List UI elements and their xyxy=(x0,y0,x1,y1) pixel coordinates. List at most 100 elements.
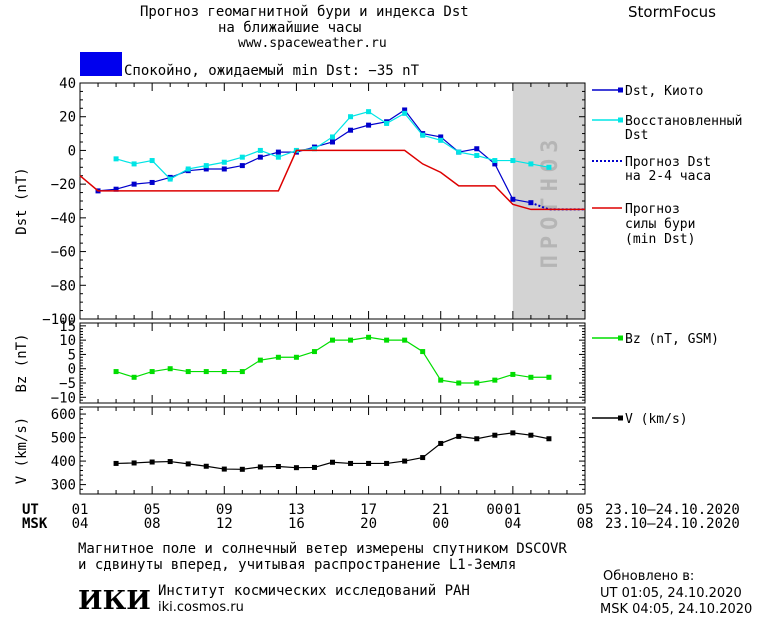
data-point xyxy=(366,334,372,340)
y-tick-label: 15 xyxy=(59,319,76,335)
data-point xyxy=(239,154,245,160)
data-point xyxy=(149,179,155,185)
data-point xyxy=(528,432,534,438)
x-tick-label-msk: 04 xyxy=(72,516,89,532)
y-tick-label: 10 xyxy=(59,333,76,349)
data-point xyxy=(239,369,245,375)
x-tick-label-msk: 04 xyxy=(504,516,521,532)
legend-v: V (km/s) xyxy=(625,412,688,427)
data-point xyxy=(474,436,480,442)
legend-marker xyxy=(618,87,623,93)
data-point xyxy=(113,156,119,162)
institute-name: Институт космических исследований РАН xyxy=(158,583,470,599)
y-tick-label: 600 xyxy=(51,407,76,423)
x-tick-label-msk: 20 xyxy=(360,516,377,532)
data-point xyxy=(257,147,263,153)
data-point xyxy=(510,430,516,436)
data-point xyxy=(275,463,281,469)
site-url[interactable]: www.spaceweather.ru xyxy=(238,36,387,51)
legend-restored-line1: Восстановленный xyxy=(625,114,743,129)
x-tick-label-ut: 21 xyxy=(432,502,449,518)
page-title-line2: на ближайшие часы xyxy=(218,20,362,36)
data-point xyxy=(221,159,227,165)
data-point xyxy=(257,357,263,363)
data-point xyxy=(275,354,281,360)
x-tick-label-msk: 08 xyxy=(144,516,161,532)
data-point xyxy=(203,463,209,469)
data-point xyxy=(330,459,335,465)
data-point xyxy=(348,460,354,466)
data-point xyxy=(203,166,209,172)
data-point xyxy=(456,380,462,386)
legend-restored-line2: Dst xyxy=(625,128,649,143)
data-point xyxy=(113,460,119,466)
data-point xyxy=(438,134,444,140)
data-point xyxy=(149,459,155,465)
data-point xyxy=(474,146,480,152)
data-point xyxy=(528,161,534,167)
data-point xyxy=(528,374,534,380)
data-point xyxy=(492,377,498,383)
institute-site[interactable]: iki.cosmos.ru xyxy=(158,600,244,615)
legend-storm-line1: Прогноз xyxy=(625,202,680,217)
data-point xyxy=(131,181,137,187)
data-point xyxy=(492,161,498,167)
data-point xyxy=(546,164,552,170)
series-line xyxy=(115,336,549,384)
dst-axis-label: Dst (nT) xyxy=(14,167,30,234)
data-point xyxy=(456,433,462,439)
data-point xyxy=(402,107,408,113)
data-point xyxy=(474,380,480,386)
data-point xyxy=(293,354,299,360)
y-tick-label: −20 xyxy=(51,177,76,193)
data-point xyxy=(366,460,372,466)
y-tick-label: −60 xyxy=(51,245,76,261)
x-tick-label-msk: 16 xyxy=(288,516,305,532)
y-tick-label: −100 xyxy=(42,312,76,328)
data-point xyxy=(131,460,137,466)
bz-frame xyxy=(79,322,586,404)
data-point xyxy=(402,458,408,464)
forecast-band-label: ПРОГНОЗ xyxy=(538,134,563,269)
y-tick-label: 5 xyxy=(68,347,76,363)
data-point xyxy=(330,139,335,145)
data-point xyxy=(185,166,191,172)
iki-logo: ИКИ xyxy=(78,586,151,616)
data-point xyxy=(239,466,245,472)
legend-storm-line2: силы бури xyxy=(625,217,696,232)
data-point xyxy=(420,455,426,461)
legend-storm-line3: (min Dst) xyxy=(625,232,696,247)
data-point xyxy=(402,337,408,343)
legend-dst-kyoto: Dst, Киото xyxy=(625,84,704,99)
data-point xyxy=(275,154,281,160)
brand-name: StormFocus xyxy=(628,3,716,21)
x-tick-label-ut: 05 xyxy=(577,502,594,518)
x-tick-label-ut: 01 xyxy=(504,502,521,518)
data-point xyxy=(330,337,335,343)
data-point xyxy=(456,149,462,155)
data-point xyxy=(293,465,299,471)
data-point xyxy=(311,349,317,355)
data-point xyxy=(311,146,317,152)
status-color-swatch xyxy=(80,52,122,76)
y-tick-label: 500 xyxy=(51,431,76,447)
y-tick-label: 20 xyxy=(59,110,76,126)
data-point xyxy=(438,137,444,143)
msk-date-range: 23.10–24.10.2020 xyxy=(605,516,740,532)
msk-label: MSK xyxy=(22,516,48,532)
data-point xyxy=(420,349,426,355)
data-point xyxy=(492,432,498,438)
y-tick-label: 0 xyxy=(68,143,76,159)
v-axis-label: V (km/s) xyxy=(14,417,30,484)
data-point xyxy=(510,196,516,202)
data-point xyxy=(510,158,516,164)
legend-marker xyxy=(618,415,623,421)
data-point xyxy=(221,466,227,472)
data-point xyxy=(203,369,209,375)
data-point xyxy=(311,464,317,470)
v-panel: 600 500 400 300 V (km/s) xyxy=(14,406,586,495)
y-tick-label: −10 xyxy=(51,390,76,406)
ut-date-range: 23.10–24.10.2020 xyxy=(605,502,740,518)
